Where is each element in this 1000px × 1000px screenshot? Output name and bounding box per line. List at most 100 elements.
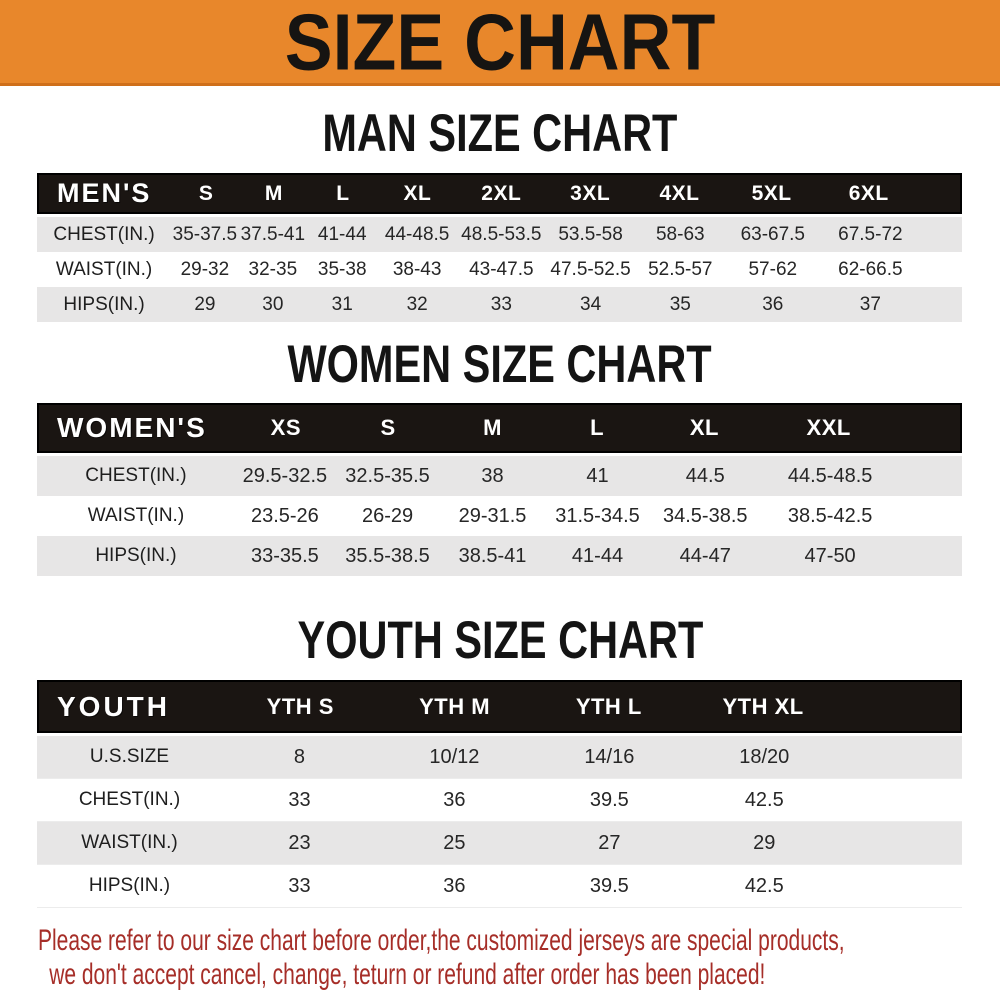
size-value: 44.5 — [685, 464, 725, 487]
size-value: 44-47 — [679, 544, 731, 567]
size-value: 44.5-48.5 — [787, 464, 873, 487]
size-column-header: L — [590, 415, 605, 440]
size-column-header: S — [380, 415, 396, 440]
size-value: 39.5 — [589, 788, 629, 811]
size-column-header: 3XL — [570, 181, 611, 205]
size-value: 37.5-41 — [240, 223, 306, 245]
men-size-table: MEN'S S M L XL 2XL 3XL 4XL 5XL 6XL CHEST(IN.) 35-37… — [37, 173, 962, 322]
size-value: 8 — [293, 745, 306, 768]
size-value: 27 — [598, 831, 621, 854]
row-label: WAIST(IN.) — [87, 505, 185, 526]
size-value: 58-63 — [655, 223, 705, 245]
table-header-label: WOMEN'S — [57, 412, 207, 443]
youth-section-heading: YOUTH SIZE CHART — [297, 610, 703, 670]
size-value: 35-38 — [317, 258, 367, 280]
size-value: 42.5 — [744, 788, 784, 811]
size-column-header: M — [483, 415, 502, 440]
size-value: 31 — [331, 293, 353, 315]
footer-note-line2: we don't accept cancel, change, teturn o… — [49, 958, 766, 991]
table-row: HIPS(IN.) 33 36 39.5 42.5 — [37, 865, 962, 908]
row-label: CHEST(IN.) — [53, 223, 155, 245]
table-header-row: MEN'S S M L XL 2XL 3XL 4XL 5XL 6XL — [37, 173, 962, 214]
footer-note-line1: Please refer to our size chart before or… — [38, 924, 845, 957]
size-column-header: 5XL — [751, 181, 792, 205]
size-value: 32 — [406, 293, 428, 315]
size-column-header: YTH S — [266, 693, 334, 719]
row-label: CHEST(IN.) — [85, 465, 187, 486]
size-value: 33 — [490, 293, 512, 315]
size-value: 14/16 — [584, 745, 635, 768]
women-size-table: WOMEN'S XS S M L XL XXL CHEST(IN.) 29.5-32.5 32.5… — [37, 403, 962, 576]
size-value: 37 — [859, 293, 881, 315]
row-label: WAIST(IN.) — [81, 832, 178, 853]
size-value: 44-48.5 — [384, 223, 450, 245]
size-column-header: XL — [403, 181, 432, 205]
size-value: 53.5-58 — [558, 223, 623, 245]
size-column-header: 2XL — [481, 181, 522, 205]
size-value: 23 — [288, 831, 311, 854]
size-value: 33 — [288, 874, 311, 897]
size-value: 41 — [586, 464, 609, 487]
banner-title: SIZE CHART — [284, 0, 716, 87]
section-youth: YOUTH SIZE CHART YOUTH YTH S YTH M YTH L YTH… — [0, 610, 1000, 908]
size-value: 63-67.5 — [740, 223, 806, 245]
size-value: 38.5-41 — [458, 544, 527, 567]
size-value: 29-31.5 — [458, 504, 527, 527]
size-value: 29 — [753, 831, 776, 854]
table-row: CHEST(IN.) 35-37.5 37.5-41 41-44 44-48.5 48.5… — [37, 217, 962, 252]
size-value: 38.5-42.5 — [787, 504, 873, 527]
size-value: 29.5-32.5 — [242, 464, 328, 487]
section-women: WOMEN SIZE CHART WOMEN'S XS S M L XL XXL CHEST(… — [0, 334, 1000, 576]
size-value: 36 — [443, 874, 466, 897]
row-label: HIPS(IN.) — [88, 875, 171, 896]
table-header-label: MEN'S — [57, 178, 152, 208]
table-row: HIPS(IN.) 33-35.5 35.5-38.5 38.5-41 41-44 44-… — [37, 536, 962, 576]
table-row: WAIST(IN.) 23.5-26 26-29 29-31.5 31.5-34.5 34… — [37, 496, 962, 536]
size-value: 34.5-38.5 — [662, 504, 748, 527]
size-value: 62-66.5 — [838, 258, 903, 280]
row-label: U.S.SIZE — [89, 746, 170, 767]
size-value: 38-43 — [392, 258, 442, 280]
size-value: 47-50 — [804, 544, 856, 567]
women-section-heading: WOMEN SIZE CHART — [287, 334, 713, 394]
size-value: 10/12 — [429, 745, 480, 768]
row-label: WAIST(IN.) — [55, 258, 153, 280]
size-value: 38 — [481, 464, 504, 487]
size-value: 36 — [762, 293, 784, 315]
size-value: 34 — [580, 293, 602, 315]
table-row: HIPS(IN.) 29 30 31 32 33 34 35 36 37 — [37, 287, 962, 322]
size-value: 47.5-52.5 — [550, 258, 631, 280]
size-column-header: S — [198, 181, 214, 205]
size-value: 32-35 — [248, 258, 298, 280]
size-value: 32.5-35.5 — [345, 464, 430, 487]
section-men: MAN SIZE CHART MEN'S S M L XL 2XL 3XL 4XL 5XL 6XL… — [0, 103, 1000, 322]
size-value: 35.5-38.5 — [345, 544, 430, 567]
size-value: 39.5 — [589, 874, 629, 897]
size-value: 35 — [669, 293, 691, 315]
size-value: 57-62 — [748, 258, 798, 280]
table-header-row: YOUTH YTH S YTH M YTH L YTH XL — [37, 680, 962, 733]
size-value: 33 — [288, 788, 311, 811]
size-value: 30 — [262, 293, 284, 315]
size-value: 33-35.5 — [250, 544, 319, 567]
size-value: 18/20 — [739, 745, 790, 768]
size-column-header: XS — [270, 415, 301, 440]
size-column-header: M — [264, 181, 283, 205]
size-value: 23.5-26 — [250, 504, 319, 527]
size-column-header: YTH L — [575, 693, 642, 719]
table-header-label: YOUTH — [57, 690, 170, 722]
size-column-header: L — [336, 181, 350, 205]
row-label: CHEST(IN.) — [78, 789, 181, 810]
table-row: WAIST(IN.) 29-32 32-35 35-38 38-43 43-47.5 47.… — [37, 252, 962, 287]
row-label: HIPS(IN.) — [63, 293, 145, 315]
size-column-header: 4XL — [659, 181, 700, 205]
size-value: 31.5-34.5 — [555, 504, 640, 527]
table-row: U.S.SIZE 8 10/12 14/16 18/20 — [37, 736, 962, 779]
size-value: 29 — [194, 293, 216, 315]
men-section-heading: MAN SIZE CHART — [322, 103, 678, 163]
footer-note: Please refer to our size chart before or… — [38, 924, 1000, 992]
size-value: 43-47.5 — [469, 258, 534, 280]
size-column-header: 6XL — [848, 181, 889, 205]
size-value: 35-37.5 — [172, 223, 238, 245]
